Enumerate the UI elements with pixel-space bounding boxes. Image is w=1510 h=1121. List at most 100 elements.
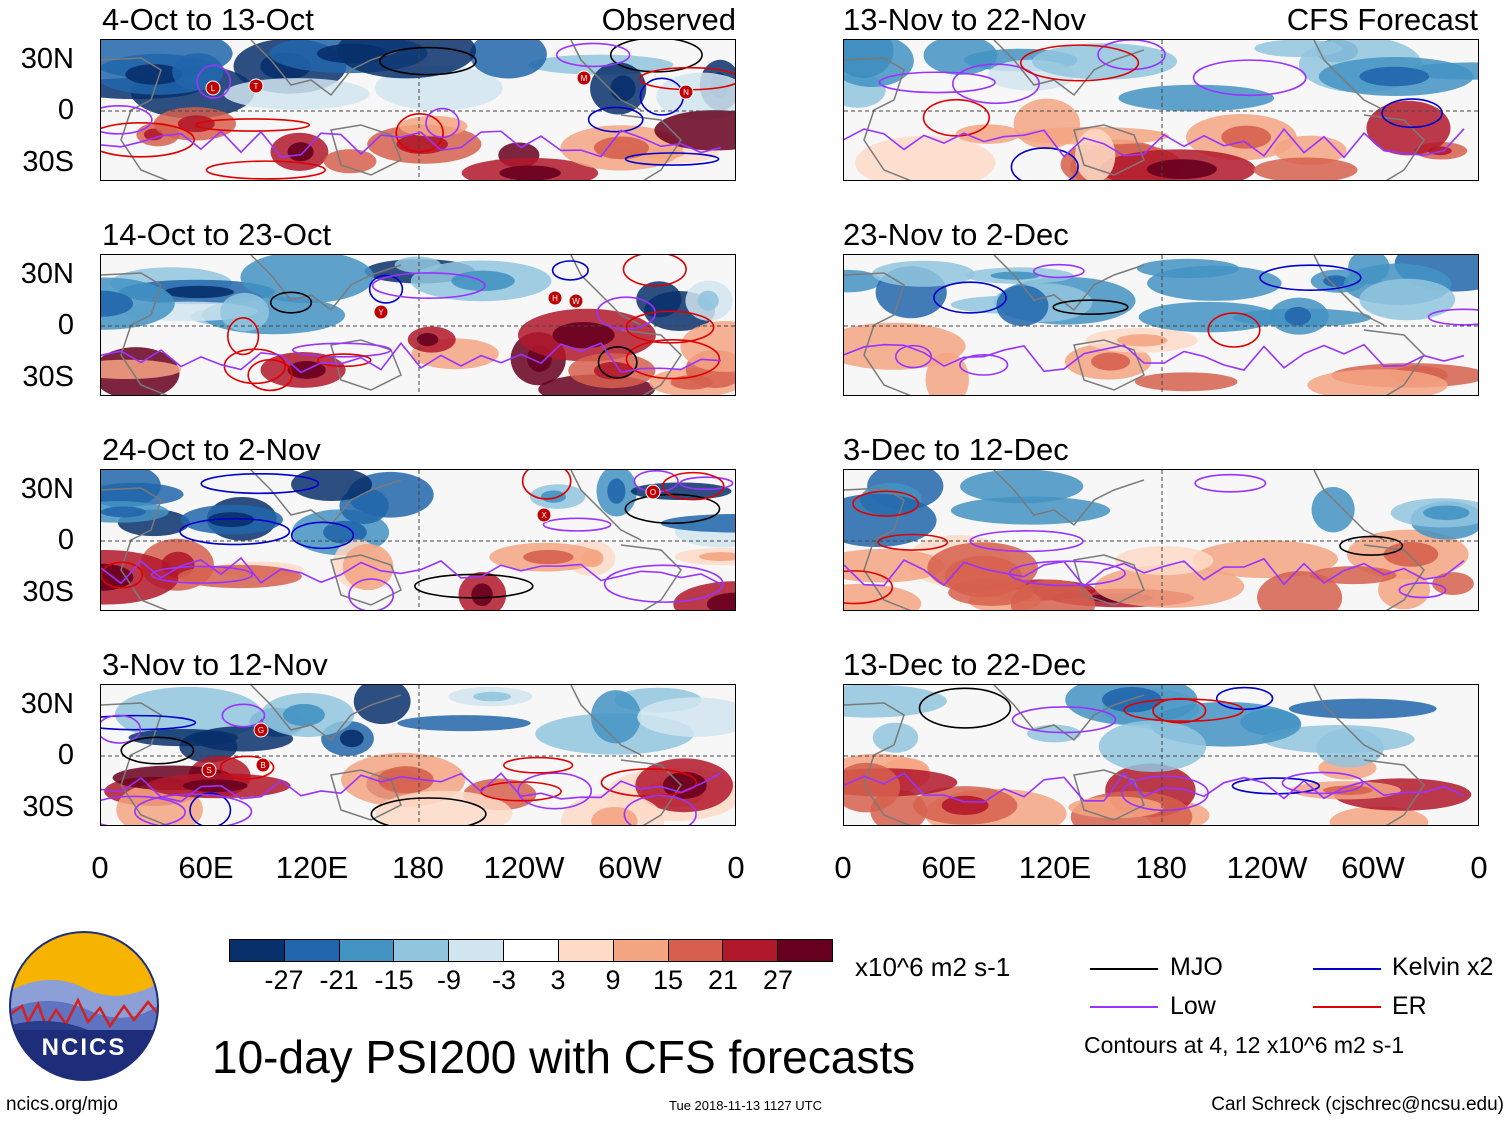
lat-label-eq: 0 <box>57 524 74 556</box>
coastline <box>330 769 402 821</box>
lon-label-120w: 120W <box>1226 850 1308 885</box>
coastline <box>1313 40 1385 111</box>
storm-marker-6: W <box>568 293 584 309</box>
map-panel-7 <box>843 469 1479 611</box>
lon-label-180: 180 <box>1135 850 1187 885</box>
coastline <box>1363 114 1425 180</box>
storm-marker-8: X <box>536 507 552 523</box>
svg-text:Y: Y <box>378 308 384 317</box>
coastline <box>620 759 682 825</box>
ncics-logo: NCICS <box>8 930 160 1082</box>
coastline <box>993 470 1145 527</box>
svg-text:G: G <box>258 726 264 735</box>
coastline <box>1073 124 1145 176</box>
lat-label-30n: 30N <box>20 688 74 720</box>
svg-text:W: W <box>572 297 580 306</box>
colorbar-swatch <box>777 940 832 961</box>
coastline <box>570 685 642 756</box>
map-panel-8 <box>843 684 1479 826</box>
panel-title-7: 3-Dec to 12-Dec <box>843 432 1069 467</box>
colorbar-swatch <box>230 940 284 961</box>
panel-title-1: 4-Oct to 13-Oct <box>102 2 314 37</box>
lon-label-60w: 60W <box>1341 850 1405 885</box>
lon-label-60e: 60E <box>921 850 977 885</box>
colorbar-swatch <box>448 940 504 961</box>
legend-er-line <box>1313 1006 1381 1008</box>
lon-label-0-end: 0 <box>1470 850 1488 885</box>
map-panel-1: L T M N <box>100 39 736 181</box>
map-panel-5 <box>843 39 1479 181</box>
legend-low-line <box>1090 1006 1158 1008</box>
coastline <box>330 554 402 606</box>
lon-label-120w: 120W <box>483 850 565 885</box>
coastline <box>1313 685 1385 756</box>
coastline <box>101 57 169 180</box>
colorbar <box>229 939 833 962</box>
observed-label: Observed <box>601 2 736 37</box>
panel-title-4: 3-Nov to 12-Nov <box>102 647 328 682</box>
ncics-logo-text: NCICS <box>41 1034 127 1061</box>
coastline <box>1363 759 1425 825</box>
lat-label-30s: 30S <box>22 576 74 608</box>
storm-marker-9: G <box>253 722 269 738</box>
coastline <box>1073 339 1145 391</box>
svg-text:M: M <box>581 74 588 83</box>
colorbar-tick-2: -21 <box>319 965 359 995</box>
colorbar-tick-8: 15 <box>652 965 684 995</box>
coastline <box>101 487 169 610</box>
svg-text:T: T <box>254 82 259 91</box>
panel-title-5: 13-Nov to 22-Nov <box>843 2 1086 37</box>
coastline <box>570 470 642 541</box>
map-svg <box>844 40 1478 180</box>
coastline <box>844 272 912 395</box>
panel-title-8: 13-Dec to 22-Dec <box>843 647 1086 682</box>
colorbar-tick-7: 9 <box>605 965 621 995</box>
map-panel-2: Y H W <box>100 254 736 396</box>
coastline <box>330 339 402 391</box>
legend-er-label: ER <box>1392 992 1427 1020</box>
coastline <box>570 40 642 111</box>
lat-label-30s: 30S <box>22 361 74 393</box>
coastline <box>101 272 169 395</box>
svg-text:L: L <box>211 84 216 93</box>
lon-label-120e: 120E <box>275 850 349 885</box>
coastline <box>330 124 402 176</box>
panel-title-3: 24-Oct to 2-Nov <box>102 432 321 467</box>
storm-marker-1: T <box>248 78 264 94</box>
lon-label-180: 180 <box>392 850 444 885</box>
cfs-forecast-label: CFS Forecast <box>1286 2 1478 37</box>
lat-label-eq: 0 <box>57 94 74 126</box>
coastline <box>844 57 912 180</box>
contours-note: Contours at 4, 12 x10^6 m2 s-1 <box>1084 1032 1405 1058</box>
svg-text:N: N <box>683 88 689 97</box>
coastline <box>620 544 682 610</box>
colorbar-units: x10^6 m2 s-1 <box>855 952 1011 982</box>
lon-label-0: 0 <box>834 850 852 885</box>
coastline <box>844 487 912 610</box>
colorbar-swatch <box>503 940 558 961</box>
coastline <box>620 114 682 180</box>
colorbar-tick-9: 21 <box>707 965 739 995</box>
svg-text:B: B <box>260 761 265 770</box>
map-svg <box>844 255 1478 395</box>
svg-text:H: H <box>552 294 558 303</box>
storm-marker-4: Y <box>373 304 389 320</box>
coastline <box>250 255 402 312</box>
map-svg: G B S <box>101 685 735 825</box>
svg-text:X: X <box>541 511 547 520</box>
legend-mjo-line <box>1090 968 1158 970</box>
storm-marker-0: L <box>205 80 221 96</box>
svg-text:O: O <box>650 488 656 497</box>
credit: Carl Schreck (cjschrec@ncsu.edu) <box>1211 1094 1504 1115</box>
lon-label-120e: 120E <box>1018 850 1092 885</box>
coastline <box>570 255 642 326</box>
map-svg <box>844 685 1478 825</box>
coastline <box>1313 470 1385 541</box>
colorbar-tick-6: 3 <box>550 965 566 995</box>
colorbar-tick-4: -9 <box>436 965 461 995</box>
colorbar-tick-1: -27 <box>264 965 304 995</box>
colorbar-swatch <box>557 940 613 961</box>
coastline <box>620 329 682 395</box>
colorbar-swatch <box>667 940 723 961</box>
coastline <box>1363 544 1425 610</box>
